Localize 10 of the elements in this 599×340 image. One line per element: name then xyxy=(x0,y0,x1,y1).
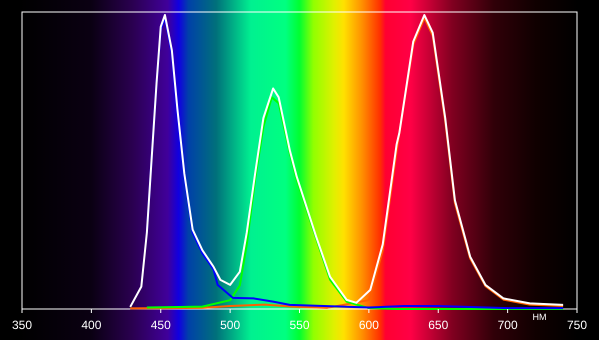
x-tick-label: 700 xyxy=(498,318,518,332)
x-tick-label: 600 xyxy=(358,318,380,332)
x-tick-label: 750 xyxy=(566,318,588,332)
x-tick-label: 500 xyxy=(220,318,240,332)
x-tick-label: 350 xyxy=(12,318,32,332)
x-tick-label: 400 xyxy=(81,318,102,332)
x-tick-label: 450 xyxy=(150,318,172,332)
x-tick-label: 550 xyxy=(289,318,310,332)
x-axis-title: НМ xyxy=(532,312,547,322)
x-tick-label: 650 xyxy=(428,318,449,332)
